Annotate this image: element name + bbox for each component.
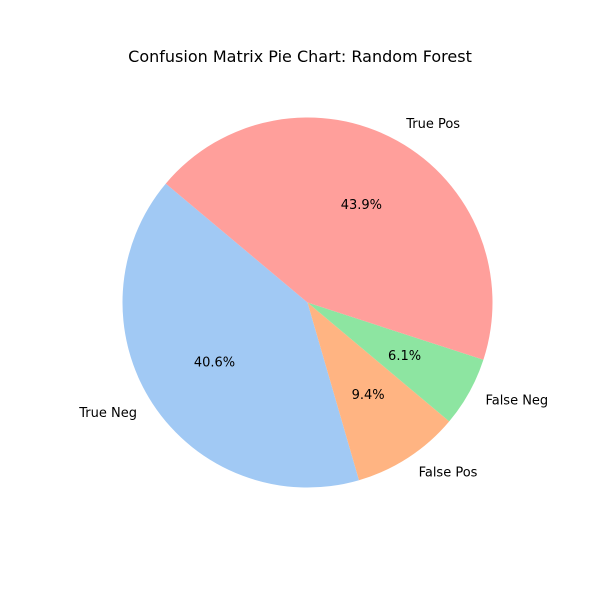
pct-label-true-neg: 40.6%	[194, 356, 235, 371]
pie-slice-true-neg	[122, 183, 359, 488]
pie-labels: 40.6% True Neg 9.4% False Pos 6.1% False Neg 4…	[78, 117, 548, 480]
pie-slice-false-pos	[307, 302, 450, 481]
slice-label-false-neg: False Neg	[485, 394, 548, 409]
slice-label-true-neg: True Neg	[78, 406, 137, 421]
chart-title: Confusion Matrix Pie Chart: Random Fores…	[128, 47, 472, 66]
slice-label-false-pos: False Pos	[419, 466, 478, 481]
pie-slice-false-neg	[307, 302, 484, 422]
pie-slice-true-pos	[165, 117, 493, 360]
pct-label-false-pos: 9.4%	[352, 388, 385, 403]
slice-label-true-pos: True Pos	[405, 117, 460, 132]
pct-label-true-pos: 43.9%	[341, 198, 382, 213]
pie-slices	[122, 117, 493, 488]
pct-label-false-neg: 6.1%	[388, 349, 421, 364]
